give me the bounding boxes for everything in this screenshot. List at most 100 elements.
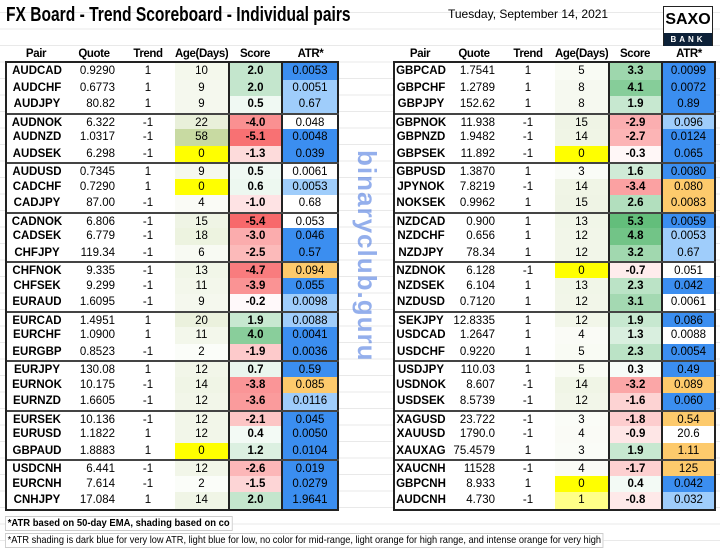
atr-cell: 0.0053 (282, 63, 339, 80)
quote-cell: 75.4579 (453, 444, 495, 457)
pair-cell: NZDNOK (396, 265, 446, 277)
table-row: NZDSEK 6.104 1 13 2.3 0.042 (395, 277, 716, 294)
score-cell: 1.9 (608, 96, 662, 113)
quote-cell: 1.6095 (79, 296, 115, 308)
quote-cell: 1.2789 (459, 81, 495, 94)
pair-cell: USDNOK (396, 378, 446, 391)
score-cell: 0.4 (608, 475, 662, 492)
atr-cell: 0.046 (282, 228, 339, 245)
trend-cell: -1 (142, 116, 154, 129)
trend-cell: 1 (524, 65, 532, 77)
age-cell: 11 (175, 277, 228, 294)
atr-cell: 0.019 (282, 461, 339, 476)
table-row: GBPCHF 1.2789 1 8 4.1 0.0072 (395, 79, 716, 96)
trend-cell: -1 (142, 296, 154, 308)
atr-cell: 0.039 (282, 145, 339, 162)
table-row: GBPCAD 1.7541 1 5 3.3 0.0099 (395, 63, 716, 80)
score-cell: -0.8 (608, 492, 662, 509)
score-cell: -5.1 (228, 129, 282, 146)
trend-cell: 1 (524, 81, 532, 94)
table-row: GBPNOK 11.938 -1 15 -2.9 0.096 (395, 112, 716, 129)
table-row: XAGUSD 23.722 -1 3 -1.8 0.54 (395, 409, 716, 426)
trend-cell: 1 (144, 81, 152, 94)
quote-cell: 130.08 (79, 364, 115, 376)
table-row: EURCNH 7.614 -1 2 -1.5 0.0279 (7, 475, 339, 492)
age-cell: 12 (555, 393, 608, 410)
age-cell: 11 (175, 327, 228, 344)
age-cell: 5 (555, 362, 608, 377)
score-cell: -2.6 (228, 461, 282, 476)
pair-cell: CHFSEK (13, 279, 61, 292)
table-row: GBPJPY 152.62 1 8 1.9 0.89 (395, 96, 716, 113)
table-row: GBPCNH 8.933 1 0 0.4 0.042 (395, 475, 716, 492)
atr-cell: 0.0088 (282, 312, 339, 327)
age-cell: 1 (555, 492, 608, 509)
table-row: CHFNOK 9.335 -1 13 -4.7 0.094 (7, 261, 339, 278)
pair-cell: CHFJPY (14, 246, 60, 259)
age-cell: 20 (175, 312, 228, 327)
age-cell: 4 (555, 461, 608, 476)
quote-cell: 0.9220 (459, 345, 495, 358)
age-cell: 13 (555, 277, 608, 294)
atr-cell: 0.0053 (662, 228, 716, 245)
quote-cell: 1.9482 (459, 131, 495, 143)
pair-cell: GBPAUD (12, 444, 62, 457)
atr-cell: 0.59 (282, 362, 339, 377)
atr-cell: 0.0061 (662, 294, 716, 311)
trend-cell: -1 (142, 230, 154, 242)
score-cell: -4.0 (228, 114, 282, 129)
atr-cell: 0.0279 (282, 475, 339, 492)
quote-cell: 1.0900 (79, 329, 115, 341)
quote-cell: 9.299 (86, 279, 115, 292)
column-header-age: Age(Days) (175, 48, 228, 60)
trend-cell: -1 (522, 413, 534, 426)
quote-cell: 1.6605 (79, 395, 115, 407)
table-row: EURNOK 10.175 -1 14 -3.8 0.085 (7, 376, 339, 393)
score-cell: -1.3 (228, 145, 282, 162)
table-body: AUDCAD 0.9290 1 10 2.0 0.0053 AUDCHF 0.6773 1 9 2.… (5, 63, 339, 511)
trend-cell: 1 (524, 444, 532, 457)
atr-cell: 20.6 (662, 426, 716, 443)
score-cell: -0.7 (608, 263, 662, 278)
score-cell: -1.6 (608, 393, 662, 410)
quote-cell: 1.2647 (459, 329, 495, 341)
pair-cell: XAGUSD (396, 413, 446, 426)
quote-cell: 12.8335 (453, 314, 495, 327)
trend-cell: 1 (524, 314, 532, 327)
pair-cell: USDJPY (397, 364, 445, 376)
saxo-bank-logo: SAXO BANK (663, 6, 713, 46)
trend-cell: -1 (142, 378, 154, 391)
atr-cell: 0.053 (282, 213, 339, 228)
age-cell: 0 (175, 442, 228, 459)
score-cell: -3.9 (228, 277, 282, 294)
quote-cell: 80.82 (86, 98, 115, 110)
table-row: NZDUSD 0.7120 1 12 3.1 0.0061 (395, 294, 716, 311)
quote-cell: 0.9962 (459, 197, 495, 209)
trend-cell: -1 (142, 197, 154, 209)
pair-cell: NZDUSD (397, 296, 445, 308)
table-row: USDSEK 8.5739 -1 12 -1.6 0.060 (395, 393, 716, 410)
score-cell: 1.6 (608, 164, 662, 179)
atr-cell: 0.0088 (662, 327, 716, 344)
atr-cell: 1.11 (662, 442, 716, 459)
score-cell: 1.9 (608, 312, 662, 327)
table-row: EURAUD 1.6095 -1 9 -0.2 0.0098 (7, 294, 339, 311)
trend-cell: 1 (524, 215, 532, 228)
age-cell: 5 (555, 343, 608, 360)
trend-cell: -1 (142, 413, 154, 426)
table-row: NZDJPY 78.34 1 12 3.2 0.67 (395, 244, 716, 261)
quote-cell: 0.6773 (79, 81, 115, 94)
age-cell: 9 (175, 164, 228, 179)
pair-cell: AUDNOK (11, 116, 63, 129)
page-title: FX Board - Trend Scoreboard - Individual… (6, 3, 351, 26)
score-cell: 0.6 (228, 178, 282, 195)
age-cell: 15 (175, 213, 228, 228)
table-row: XAUUSD 1790.0 -1 4 -0.9 20.6 (395, 426, 716, 443)
pair-cell: NZDCAD (396, 215, 446, 228)
pair-cell: CNHJPY (13, 494, 61, 506)
table-row: USDCHF 0.9220 1 5 2.3 0.0054 (395, 343, 716, 360)
atr-cell: 0.0059 (662, 213, 716, 228)
score-cell: 1.9 (608, 442, 662, 459)
table-row: CNHJPY 17.084 1 14 2.0 1.9641 (7, 492, 339, 509)
atr-cell: 0.49 (662, 362, 716, 377)
